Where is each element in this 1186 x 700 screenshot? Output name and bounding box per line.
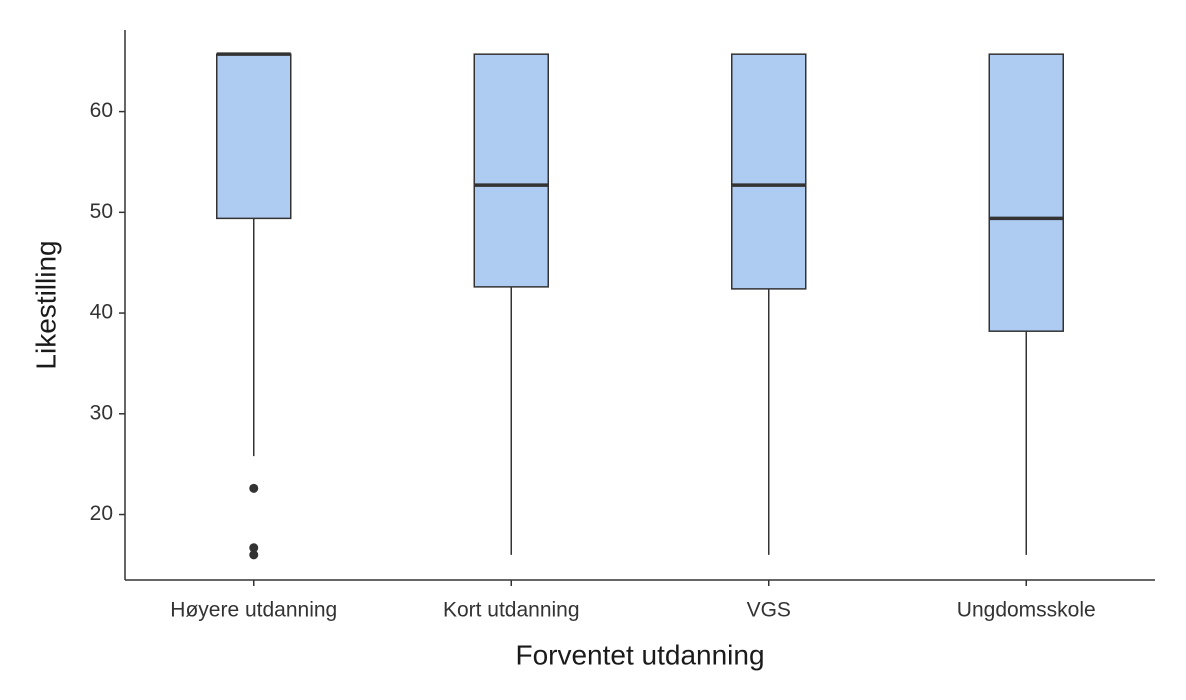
y-tick-label: 50 [90, 200, 113, 223]
box [988, 53, 1064, 332]
y-axis-label: Likestilling [30, 240, 61, 369]
x-tick-label: Ungdomsskole [957, 599, 1096, 622]
box [473, 53, 549, 288]
x-tick-label: Høyere utdanning [170, 599, 337, 622]
outlier [249, 483, 259, 493]
y-tick-label: 60 [90, 99, 113, 122]
box [731, 53, 807, 290]
x-tick-label: VGS [747, 599, 791, 622]
y-tick-label: 40 [90, 301, 113, 324]
y-tick-label: 30 [90, 401, 113, 424]
outlier [249, 543, 259, 553]
y-tick-label: 20 [90, 502, 113, 525]
x-axis-label: Forventet utdanning [515, 639, 764, 670]
outlier [249, 550, 259, 560]
x-tick-label: Kort utdanning [443, 599, 580, 622]
box [216, 53, 292, 220]
